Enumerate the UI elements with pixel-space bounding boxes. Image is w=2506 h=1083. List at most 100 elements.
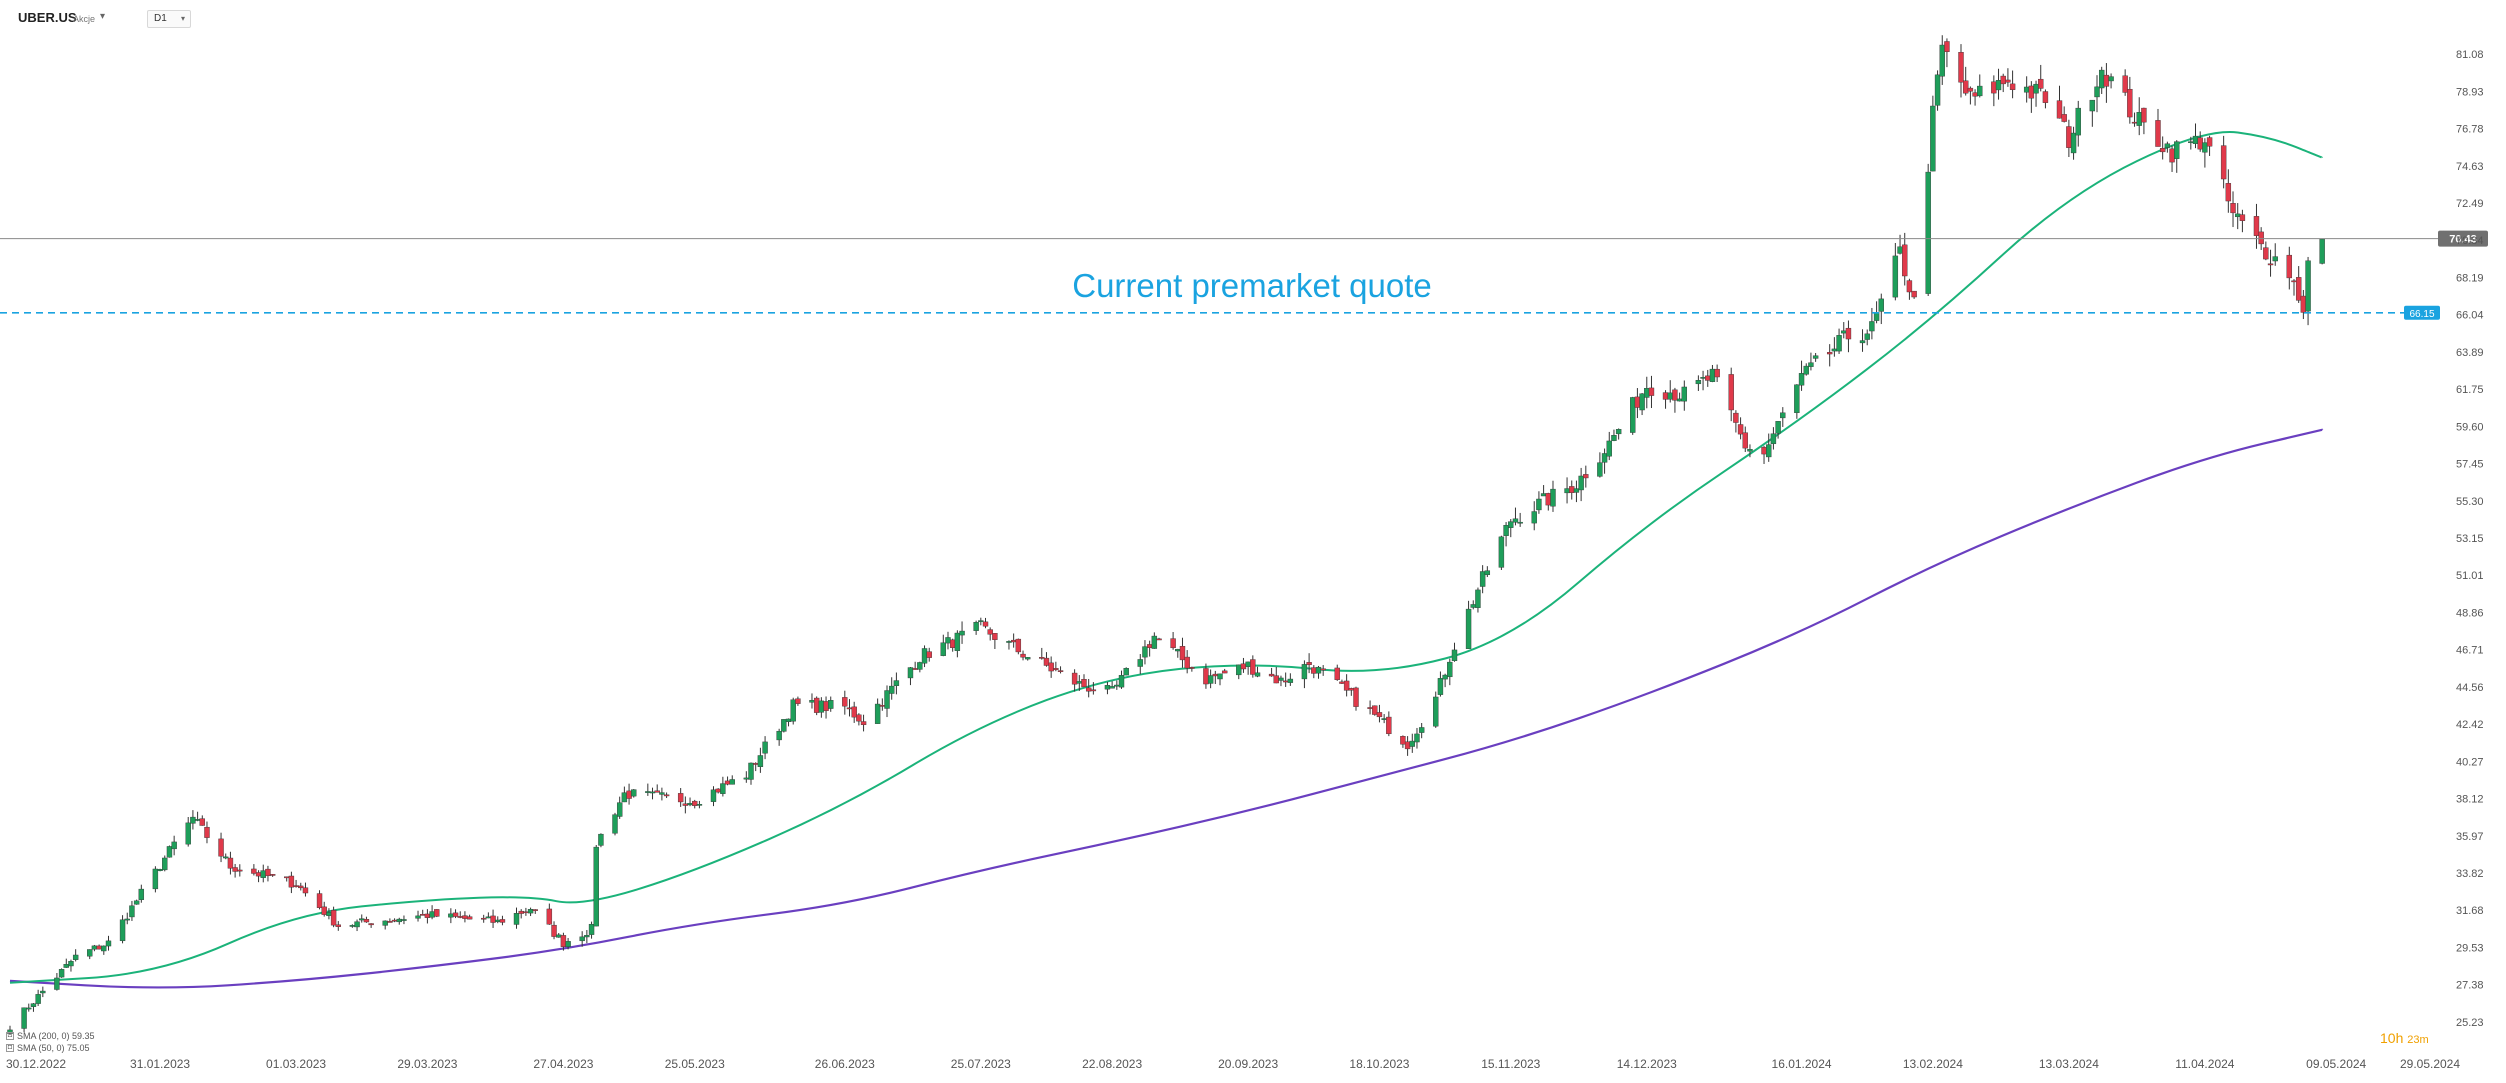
candle[interactable] [2000,73,2006,93]
candle[interactable] [1142,640,1148,665]
candle[interactable] [1597,452,1603,478]
candle[interactable] [30,1003,37,1012]
candle[interactable] [992,632,998,649]
candle[interactable] [2197,131,2203,152]
candle[interactable] [1315,665,1322,679]
candle[interactable] [1798,360,1805,391]
legend-item-sma200[interactable]: ◘ SMA (200, 0) 59.35 [6,1030,95,1042]
candle[interactable] [91,944,98,952]
candle[interactable] [2206,135,2213,156]
candle[interactable] [2033,80,2039,107]
candle[interactable] [1025,657,1031,661]
candle[interactable] [1615,428,1622,440]
candle[interactable] [321,901,327,917]
candle[interactable] [982,617,989,629]
candle[interactable] [21,1007,27,1033]
candle[interactable] [1902,232,1908,286]
candle[interactable] [2253,203,2260,249]
candle[interactable] [945,631,951,650]
candle[interactable] [1334,664,1340,681]
candle[interactable] [1433,691,1439,728]
candle[interactable] [1747,444,1753,458]
candle[interactable] [499,915,506,926]
candle[interactable] [523,907,529,916]
candle[interactable] [1109,681,1115,689]
candle[interactable] [462,911,468,923]
candle[interactable] [1695,375,1702,391]
candle[interactable] [2056,85,2063,119]
candle[interactable] [1644,376,1650,409]
sma200-line[interactable] [9,428,2324,989]
candle[interactable] [842,690,848,715]
candle[interactable] [917,661,923,673]
candle[interactable] [1151,632,1158,649]
candle[interactable] [434,909,440,918]
candle[interactable] [1775,421,1781,439]
candle[interactable] [1639,393,1645,416]
candle[interactable] [288,871,295,894]
candle[interactable] [2023,76,2030,103]
candle[interactable] [2131,112,2138,127]
candle[interactable] [1245,661,1251,675]
candle[interactable] [1667,380,1673,403]
candle[interactable] [2066,119,2072,158]
candle[interactable] [382,920,388,930]
candle[interactable] [1859,329,1866,352]
candle[interactable] [2103,63,2110,103]
candle[interactable] [485,912,492,919]
candle[interactable] [2028,81,2035,113]
candle[interactable] [527,907,534,917]
candle[interactable] [2286,246,2293,290]
candle[interactable] [284,876,290,882]
candle[interactable] [1517,512,1523,527]
candle[interactable] [1043,652,1050,667]
candle[interactable] [743,771,750,783]
candle[interactable] [1540,485,1547,497]
candle[interactable] [354,919,360,932]
candle[interactable] [1179,637,1186,668]
candle[interactable] [973,620,979,635]
candle[interactable] [1995,68,2002,100]
candle[interactable] [1273,667,1279,684]
candle[interactable] [54,972,60,991]
candle[interactable] [1367,700,1373,715]
candle[interactable] [692,799,698,809]
candle[interactable] [1414,727,1420,749]
candle[interactable] [2075,100,2081,147]
candle[interactable] [330,906,337,928]
candle[interactable] [2300,289,2307,320]
candle[interactable] [687,797,693,807]
candle[interactable] [776,728,782,746]
candle[interactable] [978,617,984,626]
candle[interactable] [2159,136,2166,160]
candle[interactable] [2009,70,2016,99]
candle[interactable] [654,784,660,793]
candle[interactable] [940,634,946,657]
candle[interactable] [1123,667,1129,676]
candle[interactable] [1672,387,1678,413]
candle[interactable] [860,714,867,732]
candle[interactable] [1207,669,1214,689]
candle[interactable] [1376,704,1383,723]
candle[interactable] [466,914,473,920]
candle[interactable] [26,1003,32,1012]
candle[interactable] [2141,107,2147,135]
candle[interactable] [232,863,238,878]
candle[interactable] [851,701,857,723]
candle[interactable] [795,696,801,706]
candle[interactable] [166,845,173,858]
candle[interactable] [809,693,815,709]
candle[interactable] [1010,633,1017,648]
candle[interactable] [879,698,886,711]
candle[interactable] [1381,714,1387,724]
candle[interactable] [1709,364,1716,383]
candle[interactable] [1278,675,1284,687]
candle[interactable] [1878,293,1884,325]
candle[interactable] [926,647,932,662]
candle[interactable] [255,870,262,883]
candle[interactable] [846,699,853,717]
candle[interactable] [1175,648,1181,658]
candle[interactable] [490,909,496,928]
candle[interactable] [2267,249,2274,277]
candle[interactable] [1972,89,1978,106]
